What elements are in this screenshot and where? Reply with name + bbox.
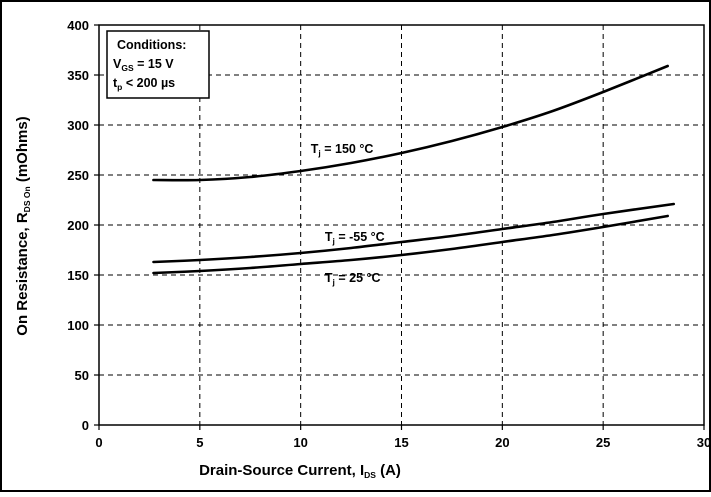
x-tick-label: 20 bbox=[495, 435, 509, 450]
conditions-box: Conditions: VGS = 15 V tp < 200 µs bbox=[106, 30, 210, 99]
conditions-title: Conditions: bbox=[117, 38, 186, 52]
y-tick-label: 100 bbox=[67, 318, 89, 333]
series-line-0 bbox=[152, 64, 669, 182]
series-label-1: Tj = -55 °C bbox=[325, 230, 385, 246]
series-line-1 bbox=[152, 202, 676, 264]
y-tick-label: 150 bbox=[67, 268, 89, 283]
x-axis-title: Drain-Source Current, IDS (A) bbox=[199, 462, 401, 480]
conditions-vgs: VGS = 15 V bbox=[113, 57, 174, 73]
x-tick-label: 0 bbox=[95, 435, 102, 450]
y-tick-label: 400 bbox=[67, 18, 89, 33]
y-tick-label: 250 bbox=[67, 168, 89, 183]
x-tick-label: 15 bbox=[394, 435, 408, 450]
y-tick-label: 200 bbox=[67, 218, 89, 233]
series-label-2: Tj = 25 °C bbox=[325, 271, 381, 287]
y-tick-label: 300 bbox=[67, 118, 89, 133]
y-tick-label: 350 bbox=[67, 68, 89, 83]
y-axis-title: On Resistance, RDS On (mOhms) bbox=[14, 116, 32, 335]
x-tick-label: 10 bbox=[293, 435, 307, 450]
conditions-box-border bbox=[106, 30, 210, 99]
series-labels: Tj = 150 °C Tj = -55 °C Tj = 25 °C bbox=[311, 142, 385, 287]
x-tick-label: 5 bbox=[196, 435, 203, 450]
conditions-tp: tp < 200 µs bbox=[113, 76, 175, 92]
x-tick-label: 30 bbox=[697, 435, 711, 450]
y-tick-label: 50 bbox=[75, 368, 89, 383]
series-curves bbox=[152, 64, 676, 275]
series-line-2 bbox=[152, 214, 669, 275]
series-label-0: Tj = 150 °C bbox=[311, 142, 374, 158]
x-tick-label: 25 bbox=[596, 435, 610, 450]
y-tick-labels: 0 50 100 150 200 250 300 350 400 bbox=[67, 18, 99, 433]
x-tick-labels: 0 5 10 15 20 25 30 bbox=[95, 425, 711, 450]
y-tick-label: 0 bbox=[82, 418, 89, 433]
